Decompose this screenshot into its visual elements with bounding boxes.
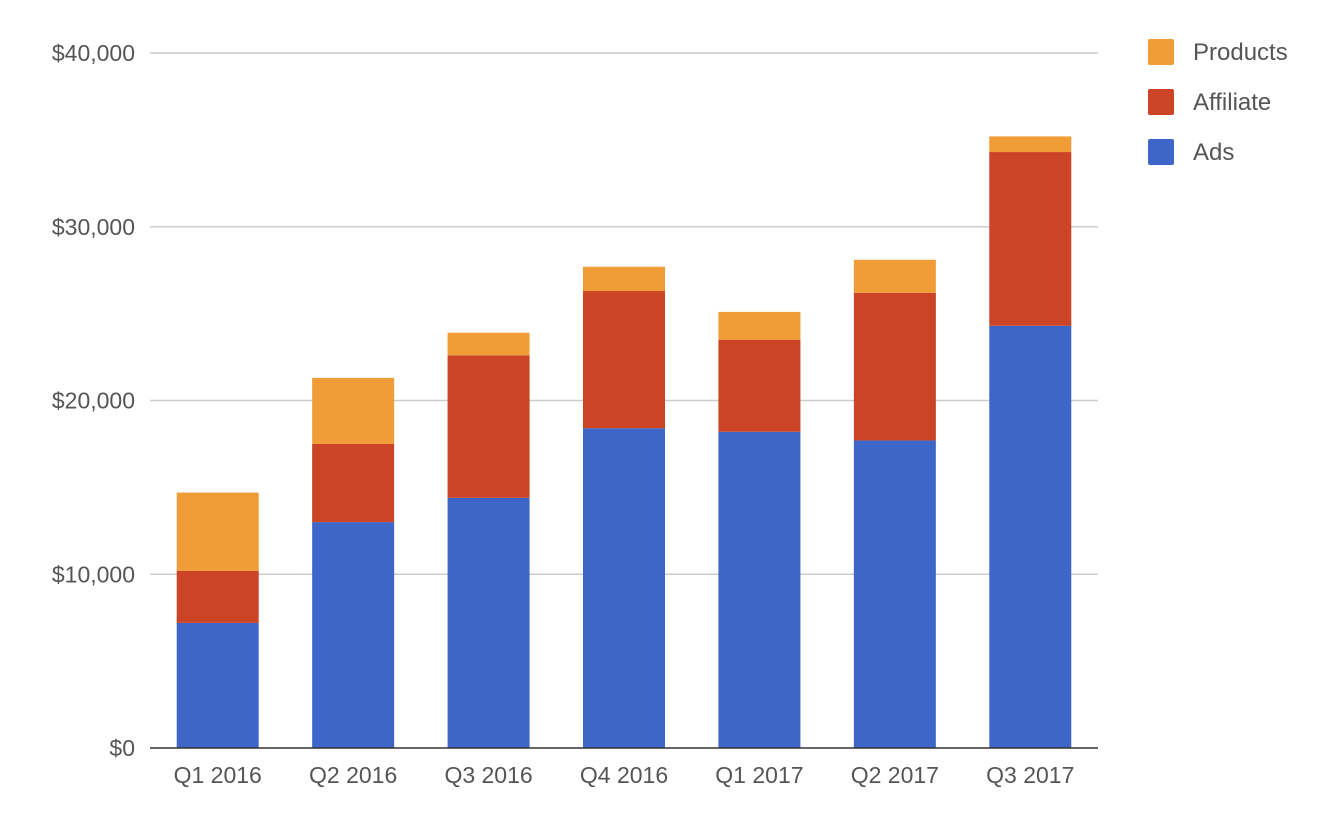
bar-ads-q1-2016 xyxy=(176,622,259,748)
bar-products-q1-2017 xyxy=(718,311,801,340)
bar-affiliate-q2-2017 xyxy=(853,292,936,441)
bar-affiliate-q1-2017 xyxy=(718,339,801,432)
y-tick-label: $0 xyxy=(109,735,135,761)
legend-label-affiliate: Affiliate xyxy=(1193,89,1271,116)
bar-affiliate-q1-2016 xyxy=(176,570,259,623)
x-tick-label: Q1 2017 xyxy=(715,762,803,788)
bar-products-q3-2017 xyxy=(989,136,1072,153)
bar-ads-q2-2016 xyxy=(312,522,395,748)
bar-affiliate-q3-2017 xyxy=(989,152,1072,326)
bar-affiliate-q4-2016 xyxy=(583,291,665,429)
bar-affiliate-q2-2016 xyxy=(312,443,395,523)
bar-ads-q3-2017 xyxy=(989,325,1072,748)
bar-affiliate-q3-2016 xyxy=(447,355,530,498)
y-tick-label: $40,000 xyxy=(52,40,135,66)
bar-ads-q2-2017 xyxy=(853,440,936,748)
legend: Products Affiliate Ads xyxy=(1148,39,1288,166)
y-tick-label: $20,000 xyxy=(52,388,135,414)
x-tick-label: Q3 2017 xyxy=(986,762,1074,788)
bar-products-q2-2016 xyxy=(312,377,395,444)
y-tick-label: $30,000 xyxy=(52,214,135,240)
bars xyxy=(176,136,1072,748)
x-tick-label: Q3 2016 xyxy=(444,762,532,788)
bar-ads-q3-2016 xyxy=(447,497,530,748)
x-tick-label: Q2 2017 xyxy=(851,762,939,788)
bar-products-q3-2016 xyxy=(447,332,530,356)
bar-ads-q4-2016 xyxy=(583,428,665,748)
bar-products-q2-2017 xyxy=(853,259,936,293)
bar-ads-q1-2017 xyxy=(718,431,801,748)
legend-swatch-products xyxy=(1148,39,1174,65)
bar-products-q4-2016 xyxy=(583,266,665,292)
legend-swatch-affiliate xyxy=(1148,89,1174,115)
legend-label-ads: Ads xyxy=(1193,139,1234,166)
legend-label-products: Products xyxy=(1193,39,1288,66)
y-tick-label: $10,000 xyxy=(52,561,135,587)
x-tick-label: Q4 2016 xyxy=(580,762,668,788)
axes: $0 $10,000 $20,000 $30,000 $40,000 Q1 2016 Q2 … xyxy=(52,40,1098,788)
x-tick-label: Q2 2016 xyxy=(309,762,397,788)
bar-products-q1-2016 xyxy=(176,492,259,571)
x-tick-label: Q1 2016 xyxy=(174,762,262,788)
legend-swatch-ads xyxy=(1148,139,1174,165)
